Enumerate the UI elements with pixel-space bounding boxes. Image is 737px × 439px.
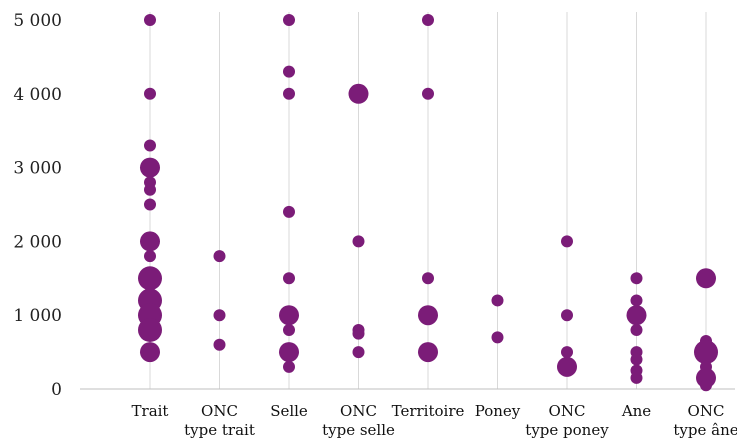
y-tick-label: 1 000 xyxy=(13,306,62,326)
x-tick-label: ONC type selle xyxy=(322,402,395,439)
data-point xyxy=(352,346,365,359)
y-tick-label: 0 xyxy=(51,380,62,400)
y-tick-label: 3 000 xyxy=(13,159,62,179)
data-point xyxy=(144,198,156,211)
data-point xyxy=(144,183,156,196)
data-point xyxy=(279,305,299,326)
data-point xyxy=(283,65,295,78)
data-point xyxy=(279,342,299,363)
data-point xyxy=(140,231,160,252)
data-point xyxy=(561,309,573,322)
data-points xyxy=(138,14,718,392)
data-point xyxy=(630,353,643,366)
data-point xyxy=(140,157,160,178)
x-tick-label: ONC type poney xyxy=(525,402,609,439)
data-point xyxy=(352,327,365,340)
data-point xyxy=(213,309,226,322)
data-point xyxy=(144,250,156,263)
data-point xyxy=(557,356,577,377)
y-tick-label: 2 000 xyxy=(13,232,62,252)
data-point xyxy=(630,371,643,384)
x-tick-label: Selle xyxy=(270,402,308,420)
x-tick-label: Territoire xyxy=(392,402,465,420)
data-point xyxy=(213,338,226,351)
data-point xyxy=(630,294,643,307)
data-point xyxy=(283,272,295,285)
data-point xyxy=(491,294,504,307)
data-point xyxy=(352,235,365,248)
data-point xyxy=(626,305,647,326)
data-point xyxy=(422,14,434,26)
y-tick-label: 5 000 xyxy=(13,11,62,31)
x-tick-label: Ane xyxy=(621,402,651,420)
data-point xyxy=(144,14,156,26)
data-point xyxy=(348,83,369,104)
data-point xyxy=(144,87,156,100)
grid xyxy=(149,12,707,389)
x-tick-label: Trait xyxy=(132,402,169,420)
y-axis-ticks: 0 1 000 2 000 3 000 4 000 5 000 xyxy=(13,11,62,400)
data-point xyxy=(630,272,643,285)
data-point xyxy=(138,266,162,291)
x-axis-ticks: Trait ONC type trait Selle ONC type selleTerr… xyxy=(132,402,737,439)
data-point xyxy=(418,305,438,326)
data-point xyxy=(630,323,643,336)
data-point xyxy=(283,360,295,373)
data-point xyxy=(700,379,712,392)
data-point xyxy=(694,340,718,365)
x-tick-label: Poney xyxy=(475,402,521,420)
data-point xyxy=(283,87,295,100)
data-point xyxy=(140,342,160,363)
data-point xyxy=(138,317,162,342)
data-point xyxy=(561,346,573,359)
data-point xyxy=(561,235,573,248)
data-point xyxy=(422,272,434,285)
x-tick-label: ONC type âne xyxy=(673,402,737,439)
data-point xyxy=(283,323,295,336)
data-point xyxy=(491,331,504,344)
data-point xyxy=(418,342,438,363)
data-point xyxy=(144,139,156,152)
data-point xyxy=(283,14,295,26)
x-tick-label: ONC type trait xyxy=(184,402,255,439)
data-point xyxy=(213,250,226,263)
y-tick-label: 4 000 xyxy=(13,85,62,105)
data-point xyxy=(422,87,434,100)
data-point xyxy=(696,268,716,289)
data-point xyxy=(283,205,295,218)
